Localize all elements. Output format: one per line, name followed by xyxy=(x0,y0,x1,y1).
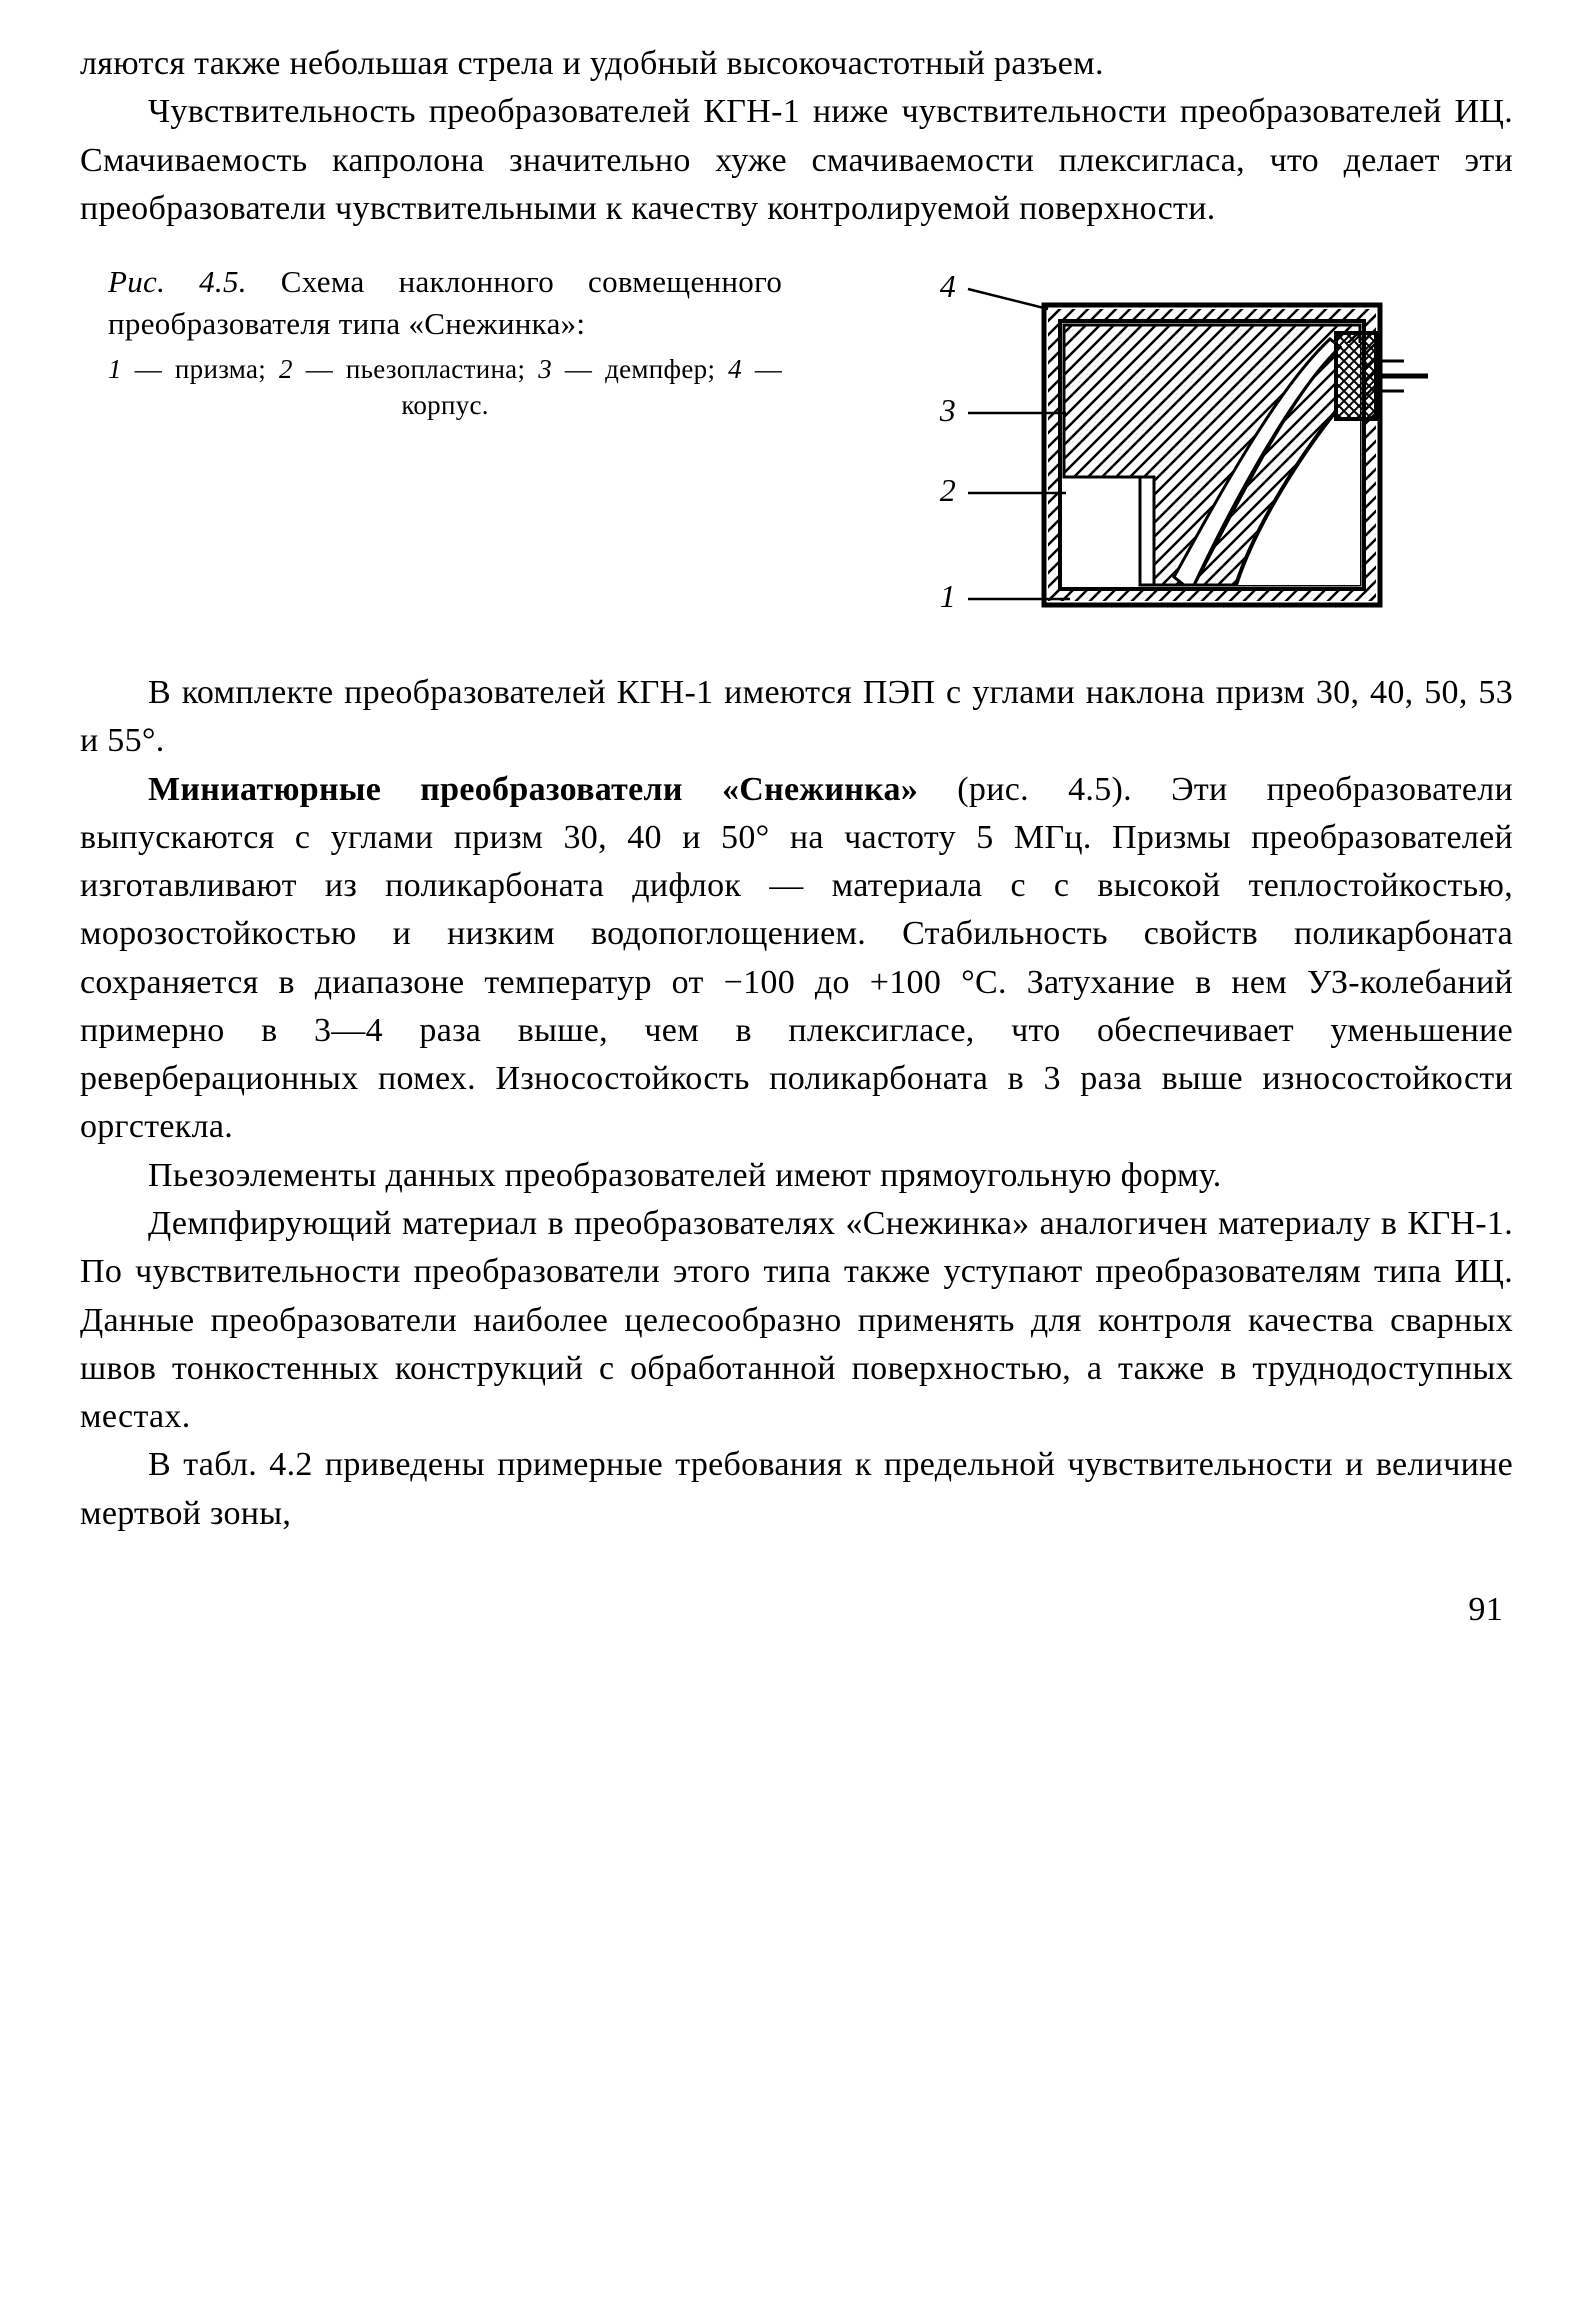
figure-label: Рис. 4.5. xyxy=(108,264,247,299)
legend-1-text: — призма; xyxy=(122,354,279,384)
callout-2: 2 xyxy=(939,472,955,508)
legend-1-num: 1 xyxy=(108,354,122,384)
paragraph-1: ляются также небольшая стрела и удобный … xyxy=(80,40,1513,88)
paragraph-4-rest: (рис. 4.5). Эти преобразователи выпускаю… xyxy=(80,771,1513,1146)
paragraph-6: Демпфирующий материал в преобразователях… xyxy=(80,1200,1513,1441)
page-number: 91 xyxy=(80,1586,1513,1634)
figure-legend: 1 — призма; 2 — пьезопластина; 3 — демпф… xyxy=(108,351,782,424)
paragraph-7: В табл. 4.2 приведены примерные требован… xyxy=(80,1441,1513,1538)
figure-block: Рис. 4.5. Схема наклонного совмещенного … xyxy=(80,261,1513,641)
callout-3: 3 xyxy=(938,392,955,428)
paragraph-4: Миниатюрные преобразователи «Снежинка» (… xyxy=(80,766,1513,1152)
legend-2-num: 2 xyxy=(279,354,293,384)
legend-3-num: 3 xyxy=(538,354,552,384)
callout-1: 1 xyxy=(939,578,955,614)
legend-4-num: 4 xyxy=(728,354,742,384)
legend-3-text: — демпфер; xyxy=(552,354,728,384)
paragraph-3: В комплекте преобразователей КГН-1 имеют… xyxy=(80,669,1513,766)
figure-diagram: 4 3 2 1 xyxy=(814,261,1513,641)
page-content: ляются также небольшая стрела и удобный … xyxy=(80,40,1513,1634)
figure-caption: Рис. 4.5. Схема наклонного совмещенного … xyxy=(80,261,782,424)
callout-4: 4 xyxy=(939,268,955,304)
legend-2-text: — пьезопластина; xyxy=(293,354,538,384)
paragraph-2: Чувствительность преобразователей КГН-1 … xyxy=(80,88,1513,233)
paragraph-5: Пьезоэлементы данных преобразователей им… xyxy=(80,1152,1513,1200)
paragraph-4-bold: Миниатюрные преобразователи «Снежинка» xyxy=(148,771,918,808)
